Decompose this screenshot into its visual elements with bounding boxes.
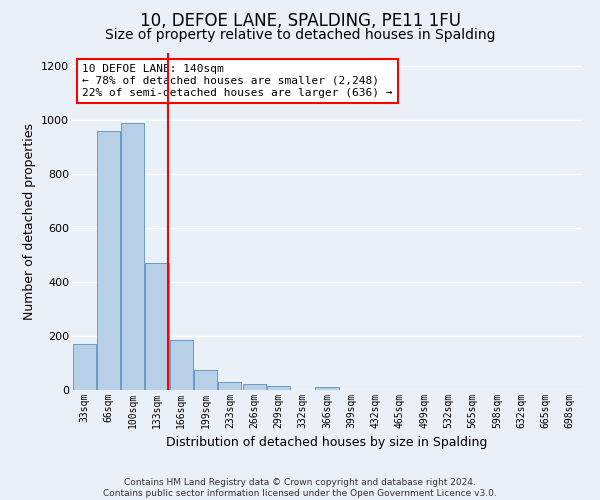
Bar [316,387,338,390]
Bar [97,131,120,390]
Bar [145,263,169,390]
Bar [170,340,193,390]
Bar [194,370,217,390]
Bar [73,344,95,390]
X-axis label: Distribution of detached houses by size in Spalding: Distribution of detached houses by size … [166,436,488,450]
Text: 10 DEFOE LANE: 140sqm
← 78% of detached houses are smaller (2,248)
22% of semi-d: 10 DEFOE LANE: 140sqm ← 78% of detached … [82,64,392,98]
Text: 10, DEFOE LANE, SPALDING, PE11 1FU: 10, DEFOE LANE, SPALDING, PE11 1FU [139,12,461,30]
Y-axis label: Number of detached properties: Number of detached properties [23,122,35,320]
Bar [121,122,144,390]
Bar [242,384,266,390]
Text: Size of property relative to detached houses in Spalding: Size of property relative to detached ho… [105,28,495,42]
Text: Contains HM Land Registry data © Crown copyright and database right 2024.
Contai: Contains HM Land Registry data © Crown c… [103,478,497,498]
Bar [267,386,290,390]
Bar [218,382,241,390]
